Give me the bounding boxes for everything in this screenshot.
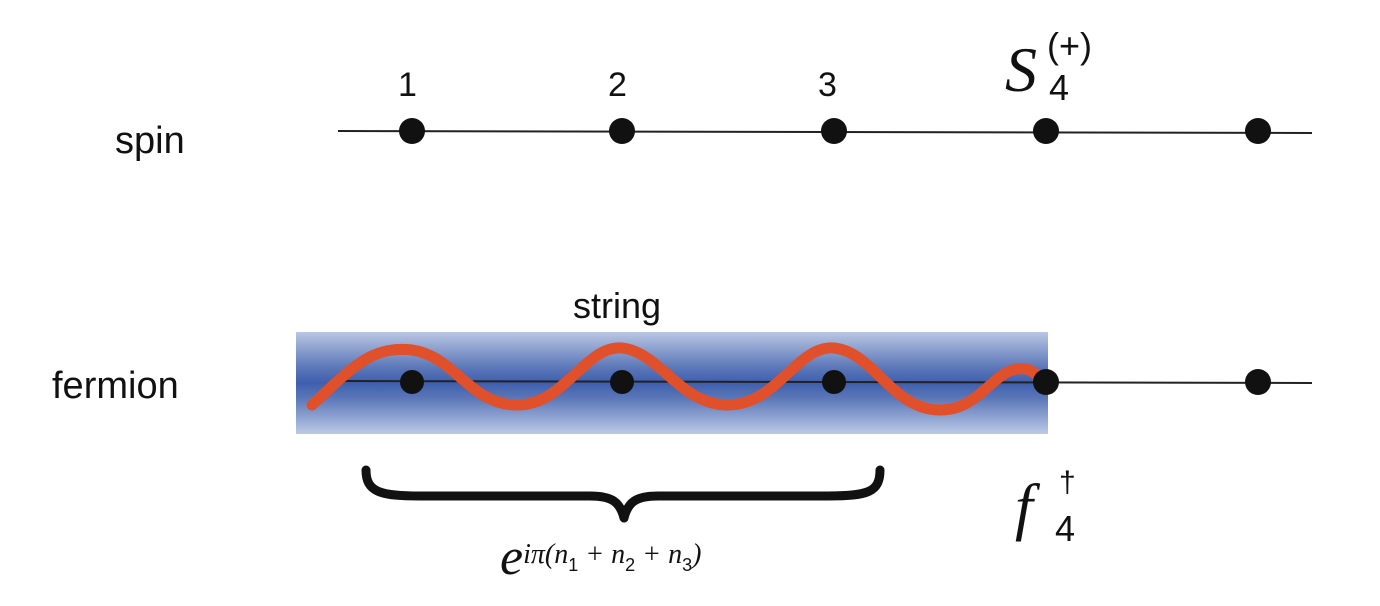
fermion-site-dot-1	[400, 370, 424, 394]
phase-factor-exponent-lead: iπ(n	[523, 539, 569, 570]
fermion-operator-superscript: †	[1059, 466, 1076, 499]
curly-brace	[361, 465, 885, 523]
phase-factor-sub-3: 3	[682, 555, 693, 575]
string-wave	[306, 342, 1050, 416]
fermion-operator: f † 4	[1015, 460, 1115, 550]
fermion-site-dot-5	[1245, 369, 1271, 395]
phase-factor-sub-2: 2	[625, 555, 636, 575]
spin-operator-superscript: (+)	[1047, 25, 1092, 66]
site-number-2: 2	[608, 66, 627, 104]
spin-site-dot-2	[609, 118, 635, 144]
spin-operator: S (+) 4	[1005, 25, 1135, 115]
site-number-3: 3	[818, 66, 837, 104]
phase-factor: eiπ(n1 + n2 + n3)	[500, 528, 800, 598]
phase-factor-base: e	[500, 529, 524, 586]
spin-row-label: spin	[115, 120, 185, 162]
site-number-1: 1	[398, 66, 417, 104]
phase-factor-term-3: )	[692, 539, 702, 570]
phase-factor-term-2: + n	[635, 539, 683, 570]
spin-site-dot-3	[821, 118, 847, 144]
string-label: string	[573, 285, 662, 326]
spin-site-dot-4	[1033, 118, 1059, 144]
spin-site-dot-1	[399, 118, 425, 144]
fermion-row-label: fermion	[52, 365, 179, 407]
spin-operator-subscript: 4	[1049, 67, 1070, 108]
spin-operator-base: S	[1005, 34, 1037, 105]
spin-site-dot-5	[1245, 118, 1271, 144]
fermion-site-dot-2	[610, 370, 634, 394]
fermion-operator-base: f	[1015, 471, 1033, 542]
fermion-operator-subscript: 4	[1055, 508, 1076, 549]
fermion-site-dot-3	[822, 370, 846, 394]
phase-factor-sub-1: 1	[568, 555, 579, 575]
phase-factor-term-1: + n	[578, 539, 626, 570]
fermion-site-dot-4	[1033, 369, 1059, 395]
